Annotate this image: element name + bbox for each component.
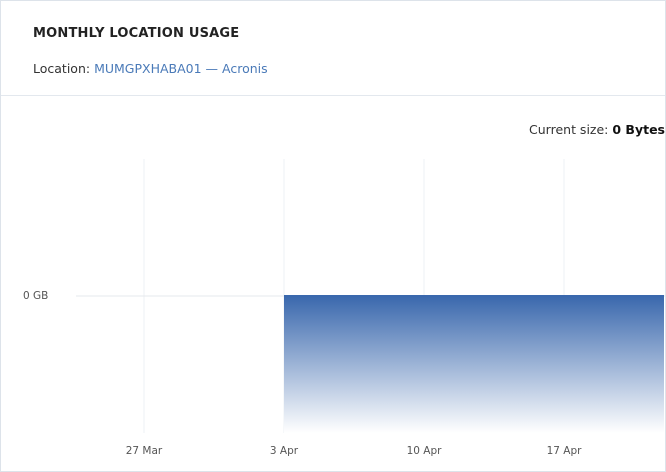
x-tick-label: 10 Apr: [407, 445, 443, 457]
x-tick-label: 27 Mar: [126, 445, 163, 457]
size-value: 0 Bytes: [612, 122, 665, 137]
size-label: Current size:: [529, 122, 609, 137]
x-tick-label: 17 Apr: [547, 445, 583, 457]
location-line: Location: MUMGPXHABA01 — Acronis: [33, 61, 268, 76]
area-fill: [284, 296, 664, 433]
card-title: MONTHLY LOCATION USAGE: [33, 26, 240, 41]
x-tick-label: 3 Apr: [270, 445, 299, 457]
location-label: Location:: [33, 61, 91, 76]
location-link[interactable]: MUMGPXHABA01 — Acronis: [94, 61, 268, 76]
y-tick-label: 0 GB: [23, 290, 48, 302]
card-header: MONTHLY LOCATION USAGE Location: MUMGPXH…: [1, 1, 665, 96]
current-size: Current size: 0 Bytes: [529, 122, 665, 137]
